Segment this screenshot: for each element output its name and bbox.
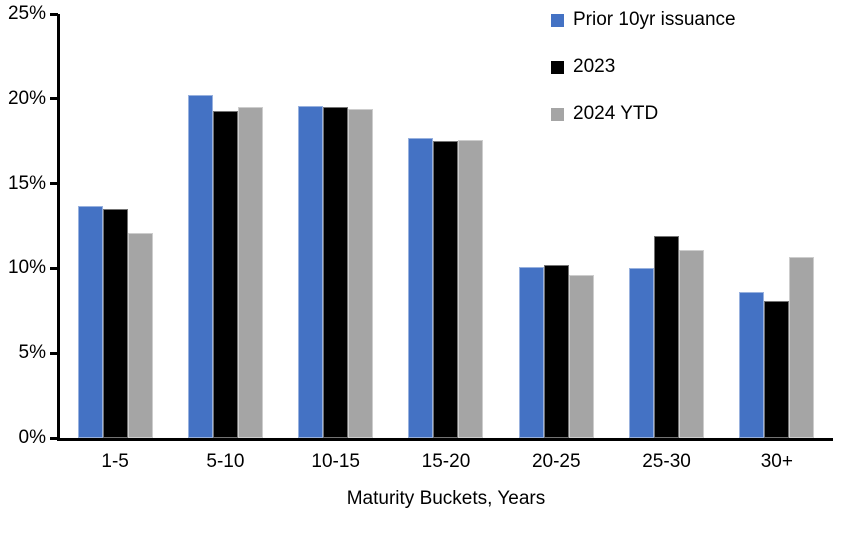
legend-swatch-icon	[551, 107, 564, 121]
y-tick-mark	[50, 182, 58, 186]
bar-2023-30+	[764, 300, 790, 438]
bar-prior-10yr-issuance-15-20	[408, 137, 434, 438]
legend-item: 2023	[551, 57, 736, 77]
y-axis-line	[57, 14, 60, 441]
x-tick-label: 5-10	[206, 451, 245, 472]
legend-item: Prior 10yr issuance	[551, 10, 736, 30]
y-tick-mark	[50, 12, 58, 16]
y-tick-mark	[50, 436, 58, 440]
plot-area	[60, 14, 832, 438]
y-tick-mark	[50, 266, 58, 270]
bar-2023-10-15	[323, 107, 349, 438]
y-tick-label: 25%	[7, 3, 46, 24]
y-tick-label: 15%	[7, 172, 46, 194]
bar-2023-5-10	[212, 110, 238, 438]
y-tick-label: 20%	[7, 87, 46, 109]
bar-group-5-10	[170, 14, 280, 438]
y-tick-label: 5%	[18, 342, 46, 364]
y-tick-label: 10%	[7, 257, 46, 279]
bar-prior-10yr-issuance-10-15	[298, 105, 324, 438]
x-axis-line	[57, 438, 833, 441]
x-axis-title: Maturity Buckets, Years	[346, 488, 546, 509]
y-tick-label: 0%	[18, 427, 46, 448]
x-tick-label: 1-5	[101, 451, 129, 472]
bar-prior-10yr-issuance-30+	[739, 292, 765, 438]
bar-prior-10yr-issuance-5-10	[187, 95, 213, 438]
x-tick-label: 10-15	[311, 451, 360, 472]
x-tick-label: 25-30	[642, 451, 691, 472]
bar-group-30+	[722, 14, 832, 438]
bar-2023-25-30	[654, 236, 680, 438]
bar-group-25-30	[611, 14, 721, 438]
bar-2023-1-5	[102, 209, 128, 438]
bar-2024-ytd-1-5	[127, 232, 153, 438]
bar-prior-10yr-issuance-1-5	[77, 205, 103, 438]
bar-prior-10yr-issuance-25-30	[629, 268, 655, 438]
legend-item: 2024 YTD	[551, 104, 736, 124]
x-tick-label: 15-20	[421, 451, 471, 472]
bar-2023-15-20	[433, 141, 459, 438]
bar-group-10-15	[281, 14, 391, 438]
bar-2024-ytd-25-30	[679, 249, 705, 438]
legend-swatch-icon	[551, 60, 564, 74]
bar-2024-ytd-15-20	[458, 139, 484, 438]
bar-2024-ytd-5-10	[237, 107, 263, 438]
y-tick-mark	[50, 351, 58, 355]
legend-label: Prior 10yr issuance	[573, 9, 736, 30]
x-tick-label: 30+	[760, 451, 793, 472]
bar-2024-ytd-20-25	[568, 275, 594, 438]
legend-label: 2024 YTD	[573, 103, 659, 124]
bar-group-15-20	[391, 14, 501, 438]
legend-swatch-icon	[551, 13, 564, 27]
bar-prior-10yr-issuance-20-25	[518, 266, 544, 438]
bar-2024-ytd-10-15	[348, 108, 374, 438]
bar-group-20-25	[501, 14, 611, 438]
bar-2023-20-25	[543, 265, 569, 438]
x-axis: 1-5 5-10 10-15 15-20 20-25 25-30 30+	[60, 451, 832, 473]
legend: Prior 10yr issuance 2023 2024 YTD	[551, 10, 736, 124]
bar-group-1-5	[60, 14, 170, 438]
x-tick-label: 20-25	[531, 451, 581, 472]
y-tick-mark	[50, 97, 58, 101]
bar-2024-ytd-30+	[789, 256, 815, 438]
legend-label: 2023	[573, 56, 616, 77]
